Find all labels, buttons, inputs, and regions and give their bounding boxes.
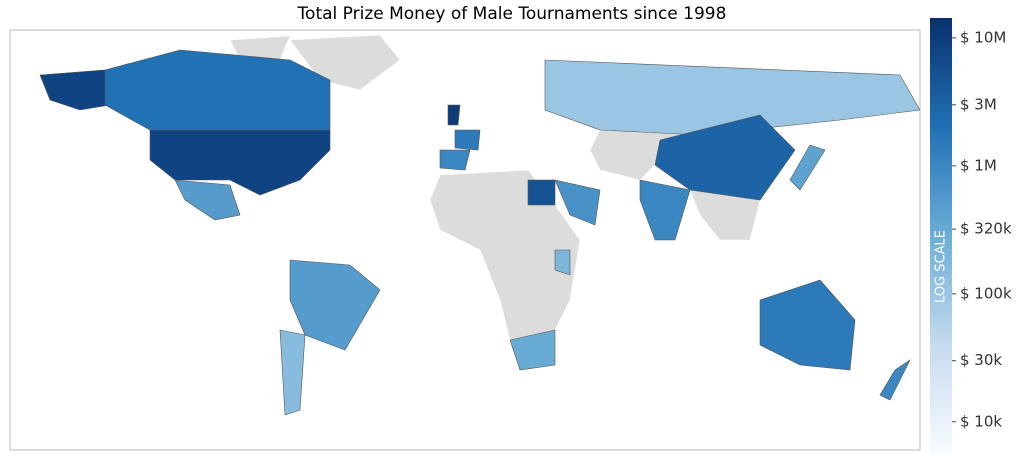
colorbar-tick-label: $ 30k <box>960 351 1002 369</box>
colorbar <box>930 18 952 455</box>
region <box>39 69 111 111</box>
region <box>554 179 601 226</box>
region <box>289 259 381 351</box>
region <box>527 179 556 206</box>
colorbar-tick-label: $ 1M <box>960 156 997 174</box>
colorbar-tick-label: $ 100k <box>960 284 1012 302</box>
colorbar-title: LOG SCALE <box>934 230 949 303</box>
region <box>879 359 911 401</box>
colorbar-tick-label: $ 3M <box>960 95 997 113</box>
region <box>174 179 241 221</box>
region <box>789 144 826 191</box>
colorbar-tick-label: $ 320k <box>960 220 1012 238</box>
region <box>554 249 571 276</box>
chart-title: Total Prize Money of Male Tournaments si… <box>297 4 727 24</box>
region <box>759 279 856 371</box>
region <box>149 129 331 196</box>
colorbar-tick-label: $ 10M <box>960 28 1006 46</box>
region <box>447 104 461 126</box>
region <box>279 329 306 416</box>
region <box>104 49 331 131</box>
region <box>509 329 556 371</box>
colorbar-tick-label: $ 10k <box>960 412 1002 430</box>
region <box>639 179 691 241</box>
region <box>654 114 796 201</box>
region <box>454 129 481 151</box>
region <box>439 149 471 171</box>
